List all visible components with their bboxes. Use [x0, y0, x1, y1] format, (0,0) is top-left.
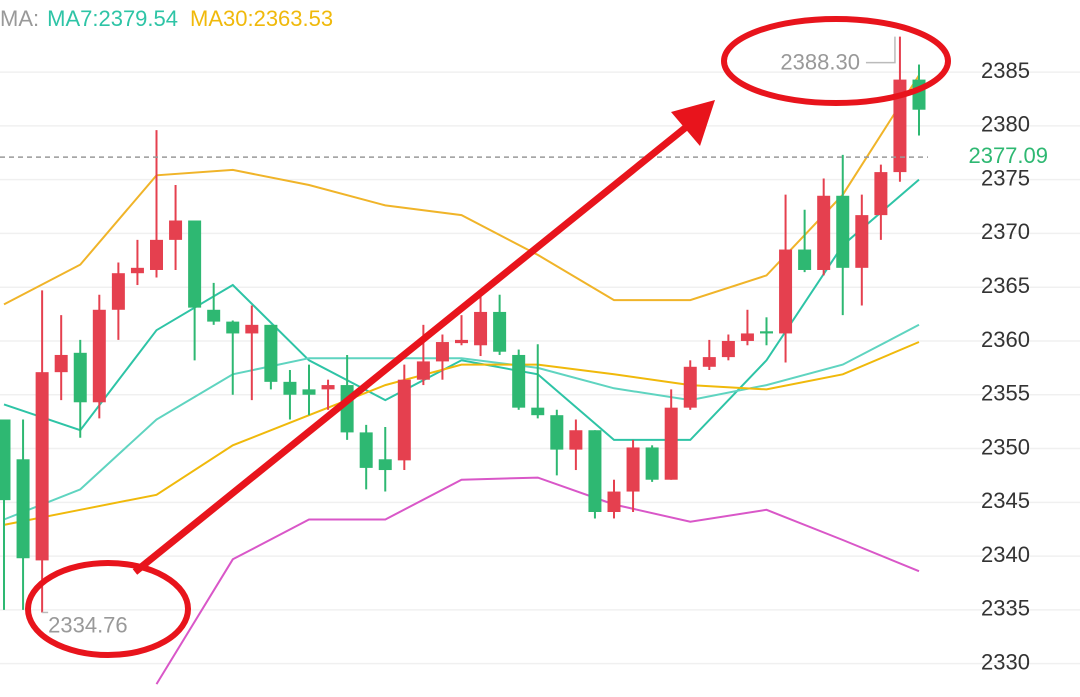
overlays — [3, 74, 920, 685]
current-price-bg — [928, 143, 1068, 170]
y-tick-label: 2335 — [981, 596, 1030, 621]
candle-body — [702, 357, 716, 367]
candle-body — [855, 215, 869, 268]
y-tick-label: 2350 — [981, 434, 1030, 459]
ma-line — [3, 323, 920, 521]
candle-body — [664, 407, 678, 480]
candle-body — [169, 220, 183, 240]
ma-line — [155, 476, 920, 685]
candle-body — [645, 447, 659, 480]
legend-item: MA30:2363.53 — [190, 6, 333, 31]
arrow-head — [671, 100, 715, 146]
candle-body — [416, 361, 430, 380]
candle-body — [588, 430, 602, 512]
candle-body — [607, 491, 621, 512]
candle-body — [226, 321, 240, 334]
candle-body — [455, 339, 468, 344]
candle-body — [321, 385, 335, 390]
candle-body — [550, 415, 564, 450]
y-tick-label: 2345 — [981, 488, 1030, 513]
highlight-circle — [25, 560, 191, 658]
y-tick-label: 2355 — [981, 381, 1030, 406]
candle-body — [474, 311, 488, 346]
candle-body — [435, 342, 449, 362]
candle-body — [817, 195, 831, 270]
candle-body — [302, 389, 316, 395]
candle-body — [493, 311, 507, 352]
ma-line — [3, 178, 920, 441]
candle-body — [893, 79, 907, 173]
candle-body — [683, 366, 697, 408]
candle-body — [721, 340, 735, 358]
candle-body — [73, 352, 87, 403]
y-tick-label: 2340 — [981, 542, 1030, 567]
y-tick-label: 2375 — [981, 165, 1030, 190]
high-label: 2388.30 — [780, 49, 860, 74]
candle-body — [760, 331, 773, 334]
candle-body — [359, 432, 373, 468]
low-label: 2334.76 — [48, 612, 128, 637]
candle-body — [836, 195, 850, 268]
candle-body — [0, 419, 11, 501]
ma-line — [3, 341, 920, 526]
candle-body — [531, 407, 545, 416]
candle-body — [798, 249, 812, 270]
candle-body — [111, 273, 125, 310]
high-connector — [865, 36, 896, 64]
annotations: 2388.30 2334.76 2377.09 — [0, 36, 1068, 637]
candle-body — [569, 430, 583, 450]
arrow-line — [132, 121, 693, 575]
candle-body — [264, 324, 278, 382]
candle-body — [16, 459, 30, 559]
y-tick-label: 2330 — [981, 649, 1030, 674]
candle-body — [188, 220, 202, 308]
y-tick-label: 2380 — [981, 112, 1030, 137]
candle-body — [874, 172, 888, 216]
candle-body — [397, 379, 411, 461]
candle-body — [35, 372, 49, 561]
candle-body — [283, 381, 297, 395]
candle-body — [92, 309, 106, 403]
y-tick-label: 2365 — [981, 273, 1030, 298]
legend: MA: MA7:2379.54 MA30:2363.53 — [0, 6, 333, 31]
candle-body — [378, 459, 392, 471]
candles — [0, 36, 926, 613]
candle-body — [207, 309, 221, 322]
candle-body — [150, 239, 163, 270]
candle-body — [626, 447, 640, 492]
candle-body — [512, 354, 526, 408]
candle-body — [740, 333, 754, 341]
candle-body — [54, 354, 68, 373]
grid: 2330 2335 2340 2345 2350 2355 2360 2365 2370 2375… — [0, 58, 1080, 674]
highlight-circle — [721, 16, 951, 106]
y-tick-label: 2385 — [981, 58, 1030, 83]
y-tick-label: 2370 — [981, 219, 1030, 244]
candle-body — [779, 249, 793, 334]
candle-body — [130, 267, 144, 274]
legend-prefix: MA: — [0, 6, 39, 31]
legend-item: MA7:2379.54 — [47, 6, 178, 31]
current-price-label: 2377.09 — [968, 143, 1048, 168]
candle-body — [245, 324, 259, 334]
y-tick-label: 2360 — [981, 327, 1030, 352]
